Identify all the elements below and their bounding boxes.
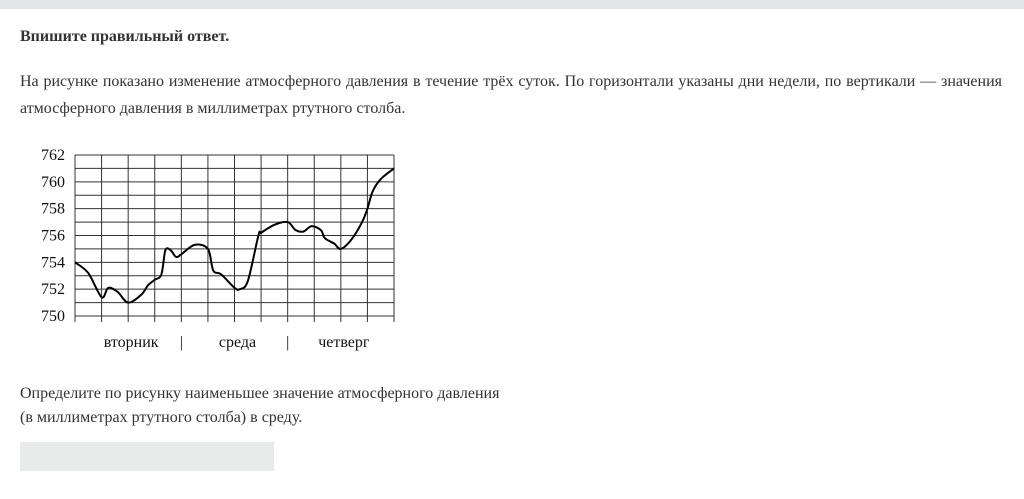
question-line-1: Определите по рисунку наименьшее значени…	[20, 385, 500, 402]
day-separator: |	[180, 334, 183, 351]
question-line-2: (в миллиметрах ртутного столба) в среду.	[20, 409, 303, 426]
x-category-label: четверг	[318, 334, 370, 351]
question: Определите по рисунку наименьшее значени…	[20, 382, 499, 430]
pressure-line	[74, 167, 395, 304]
task-description: На рисунке показано изменение атмосферно…	[20, 73, 1002, 117]
x-category-label: вторник	[104, 334, 159, 351]
pressure-chart: 750 752 754 756 758 760 762 вторник среда | четвер…	[41, 147, 395, 351]
y-tick-label: 752	[41, 281, 65, 298]
answer-input[interactable]	[20, 442, 274, 471]
instruction: Впишите правильный ответ.	[20, 28, 230, 45]
x-category-label: среда	[219, 334, 256, 351]
y-tick-label: 756	[41, 228, 65, 245]
y-tick-label: 754	[41, 254, 65, 271]
y-tick-label: 760	[41, 174, 65, 191]
y-tick-label: 750	[41, 308, 65, 325]
day-separator: |	[286, 334, 289, 351]
top-bar	[0, 0, 1024, 9]
y-tick-label: 762	[41, 147, 65, 164]
y-tick-label: 758	[41, 201, 65, 218]
